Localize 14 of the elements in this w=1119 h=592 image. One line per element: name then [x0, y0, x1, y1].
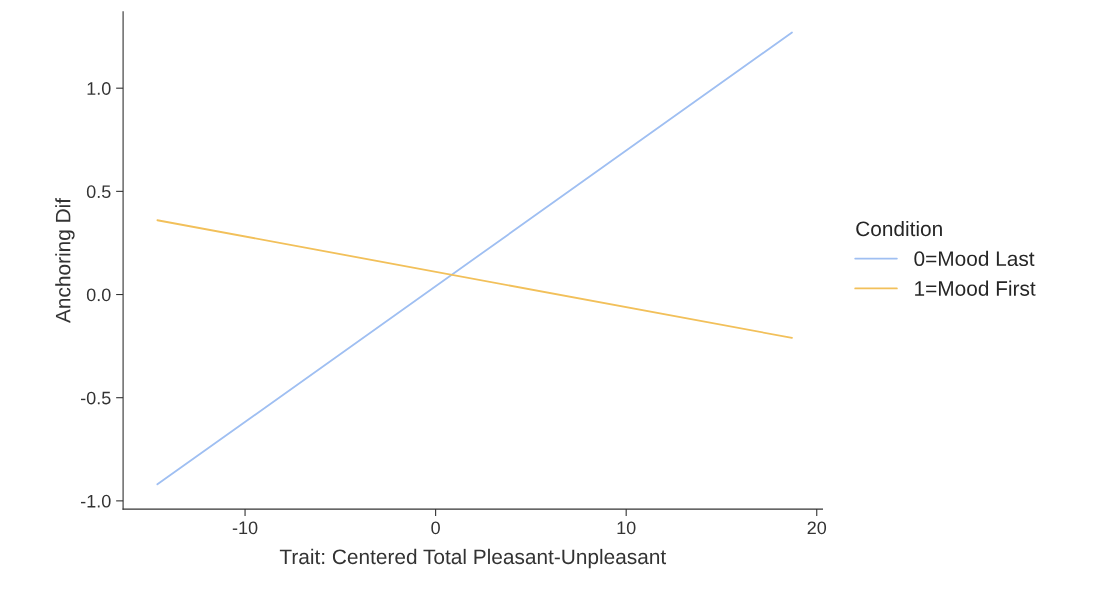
x-axis-title: Trait: Centered Total Pleasant-Unpleasant [279, 548, 667, 569]
legend-title: Condition [856, 220, 942, 237]
y-axis-title: Anchoring Dif [55, 197, 75, 323]
x-tick-label: 20 [807, 521, 827, 535]
y-tick-label: -1.0 [80, 494, 111, 508]
x-tick-label: 0 [431, 521, 440, 535]
x-tick-label: -10 [232, 521, 258, 535]
y-tick-label: 0.0 [86, 288, 111, 302]
legend-label: 0=Mood Last [914, 250, 1035, 267]
y-tick-label: 0.5 [86, 185, 111, 199]
legend-label: 1=Mood First [915, 280, 1036, 296]
y-tick-label: -0.5 [80, 391, 111, 405]
x-tick-label: 10 [617, 521, 636, 535]
y-tick-label: 1.0 [87, 82, 111, 95]
